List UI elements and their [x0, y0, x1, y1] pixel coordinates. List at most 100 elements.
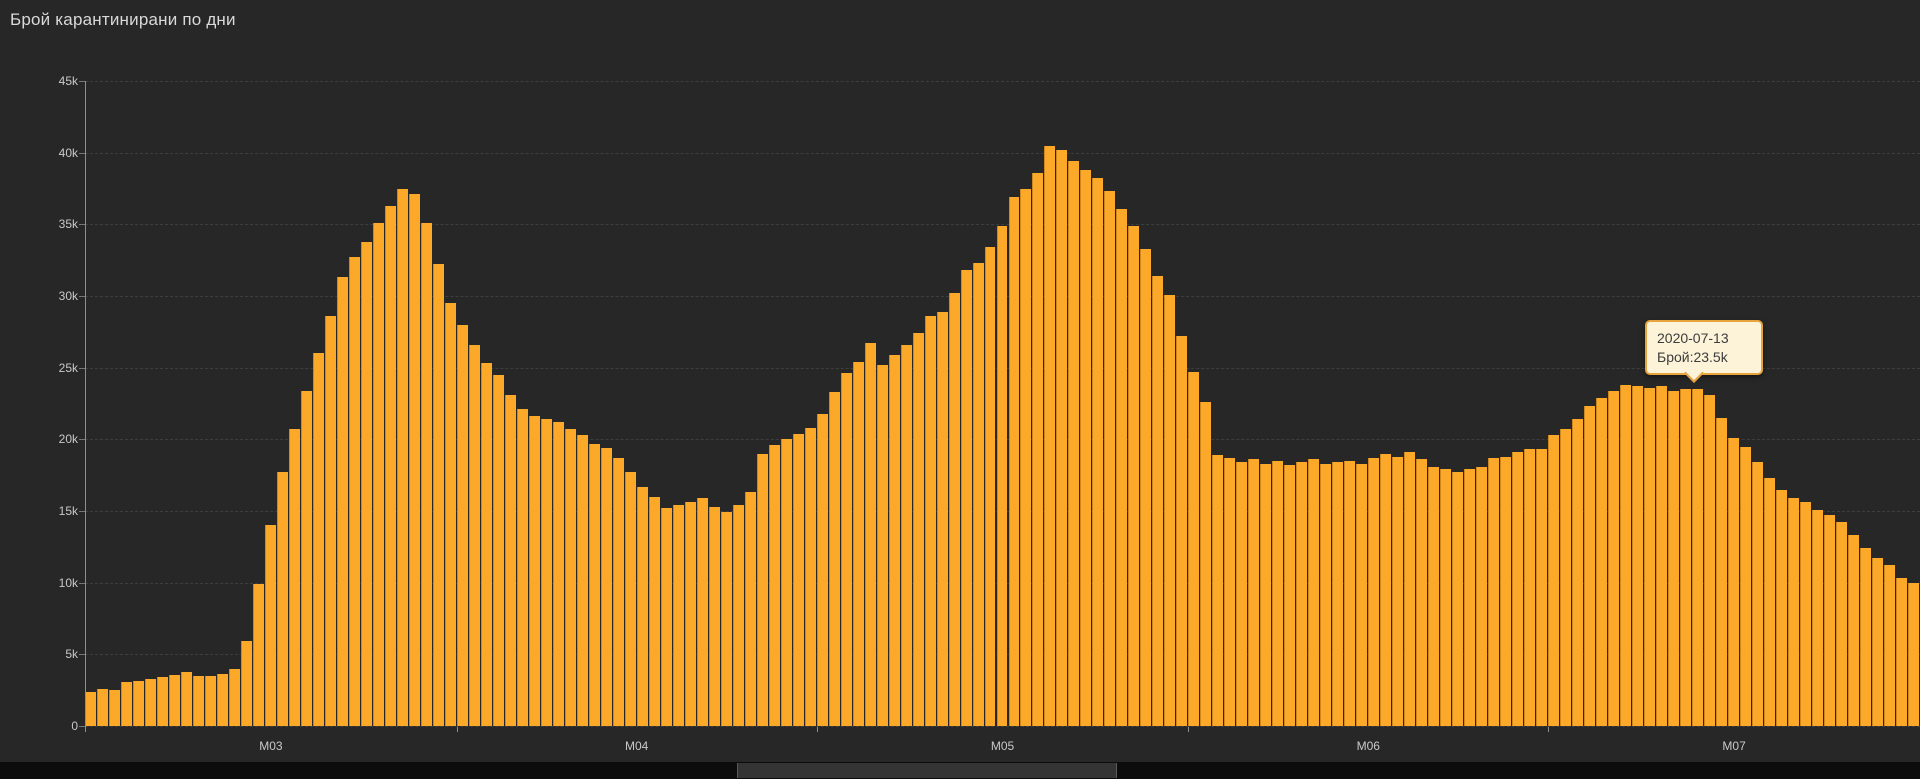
bar[interactable] [1800, 502, 1812, 726]
bar[interactable] [120, 682, 132, 726]
bar[interactable] [1824, 515, 1836, 726]
bar[interactable] [1284, 465, 1296, 726]
bar[interactable] [720, 512, 732, 726]
bar[interactable] [1392, 456, 1404, 726]
bar[interactable] [1104, 191, 1116, 726]
bar[interactable] [324, 316, 336, 726]
bar[interactable] [1440, 469, 1452, 726]
bar[interactable] [204, 675, 216, 726]
bar[interactable] [576, 435, 588, 726]
bar[interactable] [312, 353, 324, 726]
bar[interactable] [1896, 578, 1907, 726]
bar[interactable] [816, 413, 828, 726]
bar[interactable] [288, 429, 300, 726]
bar[interactable] [1656, 386, 1668, 726]
bar[interactable] [1008, 197, 1020, 726]
bar[interactable] [1560, 429, 1572, 726]
bar[interactable] [85, 691, 96, 726]
bar[interactable] [828, 392, 840, 726]
bar[interactable] [696, 498, 708, 726]
bar[interactable] [1476, 466, 1488, 726]
bar[interactable] [684, 502, 696, 726]
bar[interactable] [888, 354, 900, 726]
bar[interactable] [1356, 463, 1368, 726]
bar[interactable] [1620, 384, 1632, 726]
bar[interactable] [1020, 188, 1032, 726]
bar[interactable] [1404, 452, 1416, 726]
bar[interactable] [276, 472, 288, 726]
bar[interactable] [408, 194, 420, 726]
bar[interactable] [636, 486, 648, 726]
bar[interactable] [876, 364, 888, 726]
bar[interactable] [1320, 463, 1332, 726]
bar[interactable] [1848, 535, 1860, 726]
bar[interactable] [648, 496, 660, 726]
bar[interactable] [1908, 582, 1919, 726]
bar[interactable] [132, 680, 144, 726]
bar[interactable] [480, 363, 492, 726]
bar[interactable] [984, 247, 996, 726]
bar[interactable] [1632, 386, 1644, 726]
bar[interactable] [1212, 455, 1224, 726]
bar[interactable] [1464, 469, 1476, 726]
bar[interactable] [1080, 169, 1092, 726]
bar[interactable] [1152, 275, 1164, 726]
bar[interactable] [96, 689, 108, 726]
bar[interactable] [444, 303, 456, 726]
bar[interactable] [1776, 489, 1788, 726]
bar[interactable] [1884, 565, 1895, 726]
bar[interactable] [216, 674, 228, 726]
bar[interactable] [156, 677, 168, 726]
bar[interactable] [1260, 463, 1272, 726]
bar[interactable] [936, 311, 948, 726]
bar[interactable] [660, 508, 672, 726]
bar[interactable] [264, 525, 276, 726]
bar[interactable] [240, 641, 252, 726]
bar[interactable] [1500, 456, 1512, 726]
bar[interactable] [1488, 457, 1500, 726]
bar[interactable] [840, 373, 852, 726]
bar[interactable] [1860, 548, 1871, 726]
bar[interactable] [900, 344, 912, 726]
bar[interactable] [1872, 558, 1883, 726]
bar[interactable] [300, 390, 312, 726]
bar[interactable] [1068, 161, 1080, 726]
bar[interactable] [1308, 459, 1320, 726]
bar[interactable] [1224, 457, 1236, 726]
bar[interactable] [1788, 498, 1800, 726]
bar[interactable] [672, 505, 684, 726]
bar[interactable] [228, 668, 240, 726]
bar[interactable] [252, 584, 264, 726]
bar[interactable] [1836, 522, 1848, 726]
bar[interactable] [1128, 225, 1140, 726]
bar-hovered[interactable] [1692, 389, 1704, 726]
bar[interactable] [804, 427, 816, 726]
bar[interactable] [1596, 397, 1608, 726]
bar[interactable] [624, 472, 636, 726]
bar[interactable] [180, 672, 192, 726]
bar[interactable] [168, 675, 180, 726]
bar[interactable] [1044, 145, 1056, 726]
bar[interactable] [756, 453, 768, 726]
bar[interactable] [1548, 435, 1560, 726]
bar[interactable] [780, 439, 792, 726]
bar[interactable] [1608, 390, 1620, 726]
bar[interactable] [1536, 449, 1548, 726]
bar[interactable] [1728, 437, 1740, 726]
bar[interactable] [1584, 406, 1596, 726]
bar[interactable] [1092, 178, 1104, 726]
bar[interactable] [432, 264, 444, 726]
bar[interactable] [1572, 419, 1584, 726]
bar[interactable] [1200, 402, 1212, 726]
bar[interactable] [588, 443, 600, 726]
bar[interactable] [600, 447, 612, 726]
bar[interactable] [792, 433, 804, 726]
bar[interactable] [1332, 462, 1344, 726]
bar[interactable] [1032, 172, 1044, 726]
bar[interactable] [1512, 452, 1524, 726]
bar[interactable] [1056, 149, 1068, 726]
bar[interactable] [528, 416, 540, 726]
bar[interactable] [1296, 462, 1308, 726]
bar[interactable] [1764, 478, 1776, 726]
bar[interactable] [912, 333, 924, 726]
